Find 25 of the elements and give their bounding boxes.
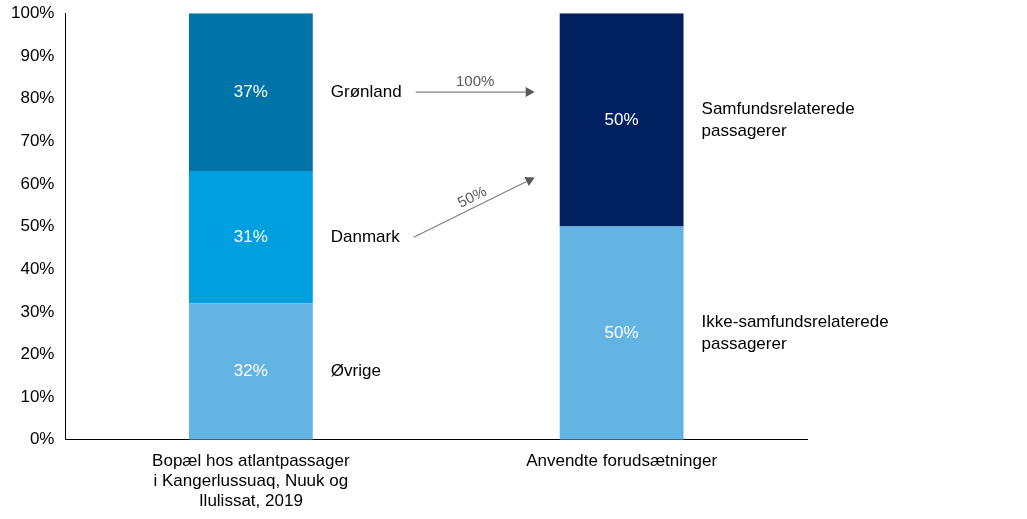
- y-tick-label: 80%: [20, 88, 55, 108]
- y-tick-label: 60%: [20, 173, 55, 193]
- y-tick-label: 90%: [20, 45, 55, 65]
- y-tick-label: 10%: [20, 386, 55, 406]
- series-label: Ikke-samfundsrelaterede passagerer: [701, 311, 889, 353]
- data-label: 37%: [233, 81, 268, 101]
- x-tick-label: Anvendte forudsætninger: [526, 450, 718, 470]
- series-label: Grønland: [330, 81, 402, 101]
- series-label: Øvrige: [330, 361, 381, 381]
- data-label: 32%: [233, 361, 268, 381]
- y-tick-label: 50%: [20, 216, 55, 236]
- series-label: Danmark: [330, 226, 401, 246]
- y-tick-label: 0%: [29, 429, 55, 449]
- annotation: 100%: [455, 72, 495, 90]
- y-tick-label: 20%: [20, 344, 55, 364]
- series-label: Samfundsrelaterede passagerer: [701, 98, 855, 140]
- x-tick-label: Bopæl hos atlantpassager i Kangerlussuaq, Nuuk og Ilulissat, 2019: [152, 450, 350, 511]
- y-tick-label: 30%: [20, 301, 55, 321]
- y-tick-label: 70%: [20, 130, 55, 150]
- y-tick-label: 40%: [20, 258, 55, 278]
- y-tick-label: 100%: [11, 2, 55, 22]
- data-label: 50%: [604, 322, 639, 342]
- data-label: 31%: [233, 226, 268, 246]
- annotation: 50%: [454, 182, 490, 211]
- data-label: 50%: [604, 109, 639, 129]
